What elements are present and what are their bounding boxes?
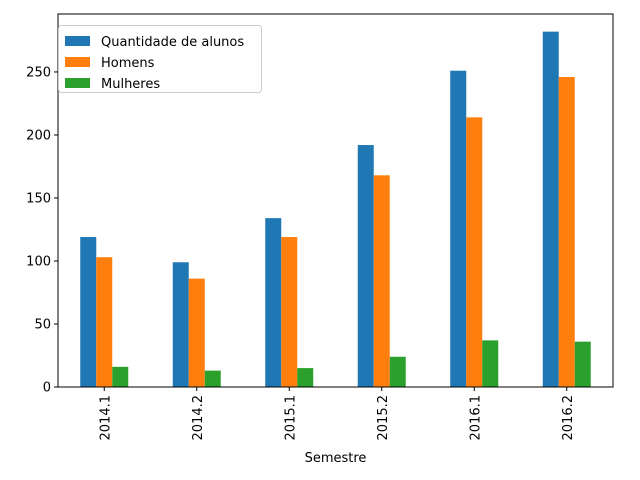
bar-quantidade-de-alunos-2016-2 xyxy=(542,31,559,387)
x-tick-label: 2014.1 xyxy=(98,395,113,441)
bar-mulheres-2015-1 xyxy=(297,368,314,387)
bar-quantidade-de-alunos-2015-1 xyxy=(265,218,282,387)
axes-layer: 0 50 100 150 200 250 2014.1 2014.2 2015.1 2015.2 2… xyxy=(26,13,614,441)
bar-homens-2014-2 xyxy=(188,278,205,387)
legend-label: Mulheres xyxy=(101,77,160,92)
legend-swatch xyxy=(65,78,90,88)
bar-quantidade-de-alunos-2014-2 xyxy=(172,262,189,387)
y-tick-label: 100 xyxy=(26,254,51,269)
bars-layer xyxy=(80,31,591,387)
y-tick-label: 150 xyxy=(26,191,51,206)
x-tick-label: 2014.2 xyxy=(191,395,206,441)
bar-homens-2014-1 xyxy=(96,257,113,387)
bar-quantidade-de-alunos-2014-1 xyxy=(80,237,97,387)
bar-homens-2015-2 xyxy=(373,175,390,387)
legend: Quantidade de alunos Homens Mulheres xyxy=(58,25,262,93)
x-tick-label: 2015.1 xyxy=(283,395,298,441)
legend-swatch xyxy=(65,57,90,67)
bar-mulheres-2016-1 xyxy=(482,340,499,387)
x-tick-label: 2016.2 xyxy=(561,395,576,441)
x-axis-title: Semestre xyxy=(305,451,367,466)
legend-box xyxy=(58,25,262,93)
x-tick-label: 2015.2 xyxy=(376,395,391,441)
x-tick-label: 2016.1 xyxy=(468,395,483,441)
bar-homens-2016-1 xyxy=(466,117,483,387)
bar-mulheres-2015-2 xyxy=(389,356,406,387)
bar-quantidade-de-alunos-2016-1 xyxy=(450,70,467,387)
y-tick-label: 50 xyxy=(34,317,51,332)
legend-label: Quantidade de alunos xyxy=(101,35,244,50)
bar-mulheres-2016-2 xyxy=(574,341,591,387)
y-tick-label: 200 xyxy=(26,128,51,143)
y-tick-label: 0 xyxy=(43,381,51,396)
y-tick-label: 250 xyxy=(26,65,51,80)
bar-mulheres-2014-1 xyxy=(112,366,129,387)
bar-mulheres-2014-2 xyxy=(204,370,221,387)
legend-label: Homens xyxy=(101,56,155,71)
bar-homens-2015-1 xyxy=(281,237,298,387)
plot-frame xyxy=(57,13,614,388)
legend-swatch xyxy=(65,36,90,46)
bar-homens-2016-2 xyxy=(558,77,575,387)
bar-quantidade-de-alunos-2015-2 xyxy=(357,145,374,387)
